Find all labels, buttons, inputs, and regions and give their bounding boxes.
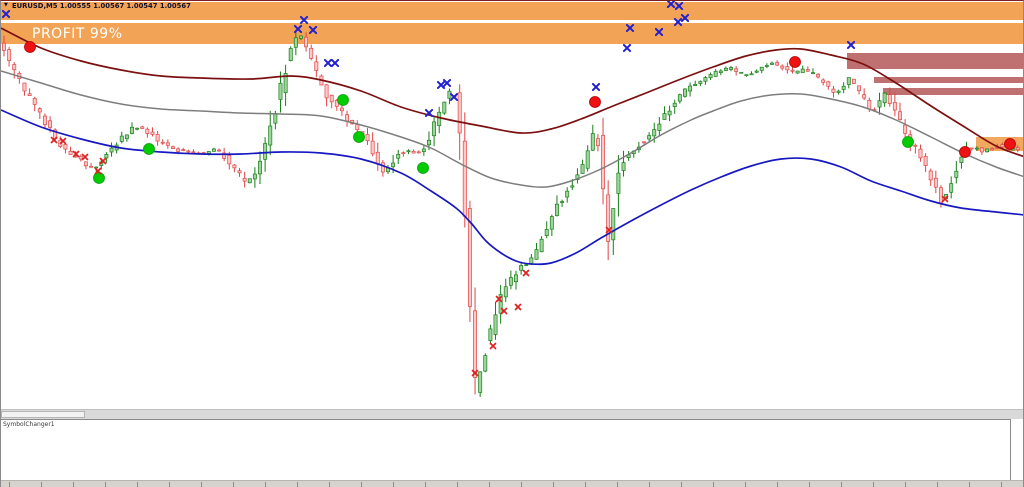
title-dropdown-icon[interactable]: ▼	[4, 2, 8, 8]
ruler-tick	[905, 482, 906, 487]
ruler-tick	[169, 482, 170, 487]
ruler-tick	[1001, 482, 1002, 487]
ruler-tick	[969, 482, 970, 487]
ruler-tick	[713, 482, 714, 487]
ruler-tick	[681, 482, 682, 487]
symbol-changer-title: SymbolChanger1	[3, 421, 55, 428]
symbol-changer-panel: SymbolChanger1 USDCHFGBPUSDEURUSDUSDJPYU…	[1, 419, 1011, 481]
ruler-tick	[841, 482, 842, 487]
ma-upper-line	[1, 27, 1023, 158]
ruler-tick	[105, 482, 106, 487]
ruler-tick	[489, 482, 490, 487]
ruler-tick	[9, 482, 10, 487]
ruler-tick	[457, 482, 458, 487]
ruler-tick	[937, 482, 938, 487]
chart-horizontal-scrollbar[interactable]	[1, 409, 1023, 419]
ruler-tick	[425, 482, 426, 487]
ruler-tick	[137, 482, 138, 487]
bottom-tick-strip	[1, 480, 1023, 487]
ruler-tick	[73, 482, 74, 487]
ruler-tick	[553, 482, 554, 487]
ruler-tick	[521, 482, 522, 487]
ruler-tick	[329, 482, 330, 487]
profit-banner	[1, 2, 1023, 44]
profit-banner-label: PROFIT 99%	[32, 26, 123, 42]
ruler-tick	[201, 482, 202, 487]
ruler-tick	[649, 482, 650, 487]
price-chart[interactable]: ▼ EURUSD,M5 1.00555 1.00567 1.00547 1.00…	[1, 1, 1023, 409]
ruler-tick	[361, 482, 362, 487]
ruler-tick	[873, 482, 874, 487]
ma-lower-line	[1, 109, 1023, 266]
ruler-tick	[809, 482, 810, 487]
ruler-tick	[777, 482, 778, 487]
ruler-tick	[297, 482, 298, 487]
ruler-tick	[745, 482, 746, 487]
ruler-tick	[233, 482, 234, 487]
signal-zones	[847, 53, 1023, 151]
scrollbar-thumb[interactable]	[1, 411, 85, 418]
ruler-tick	[617, 482, 618, 487]
chart-symbol-title: EURUSD,M5 1.00555 1.00567 1.00547 1.0056…	[12, 2, 191, 10]
ruler-tick	[393, 482, 394, 487]
price-chart-canvas[interactable]	[1, 1, 1023, 409]
ruler-tick	[41, 482, 42, 487]
ma-middle-line	[1, 70, 1023, 188]
candles-layer	[2, 31, 1020, 397]
ruler-tick	[265, 482, 266, 487]
ruler-tick	[585, 482, 586, 487]
signal-markers	[1, 1, 1016, 377]
